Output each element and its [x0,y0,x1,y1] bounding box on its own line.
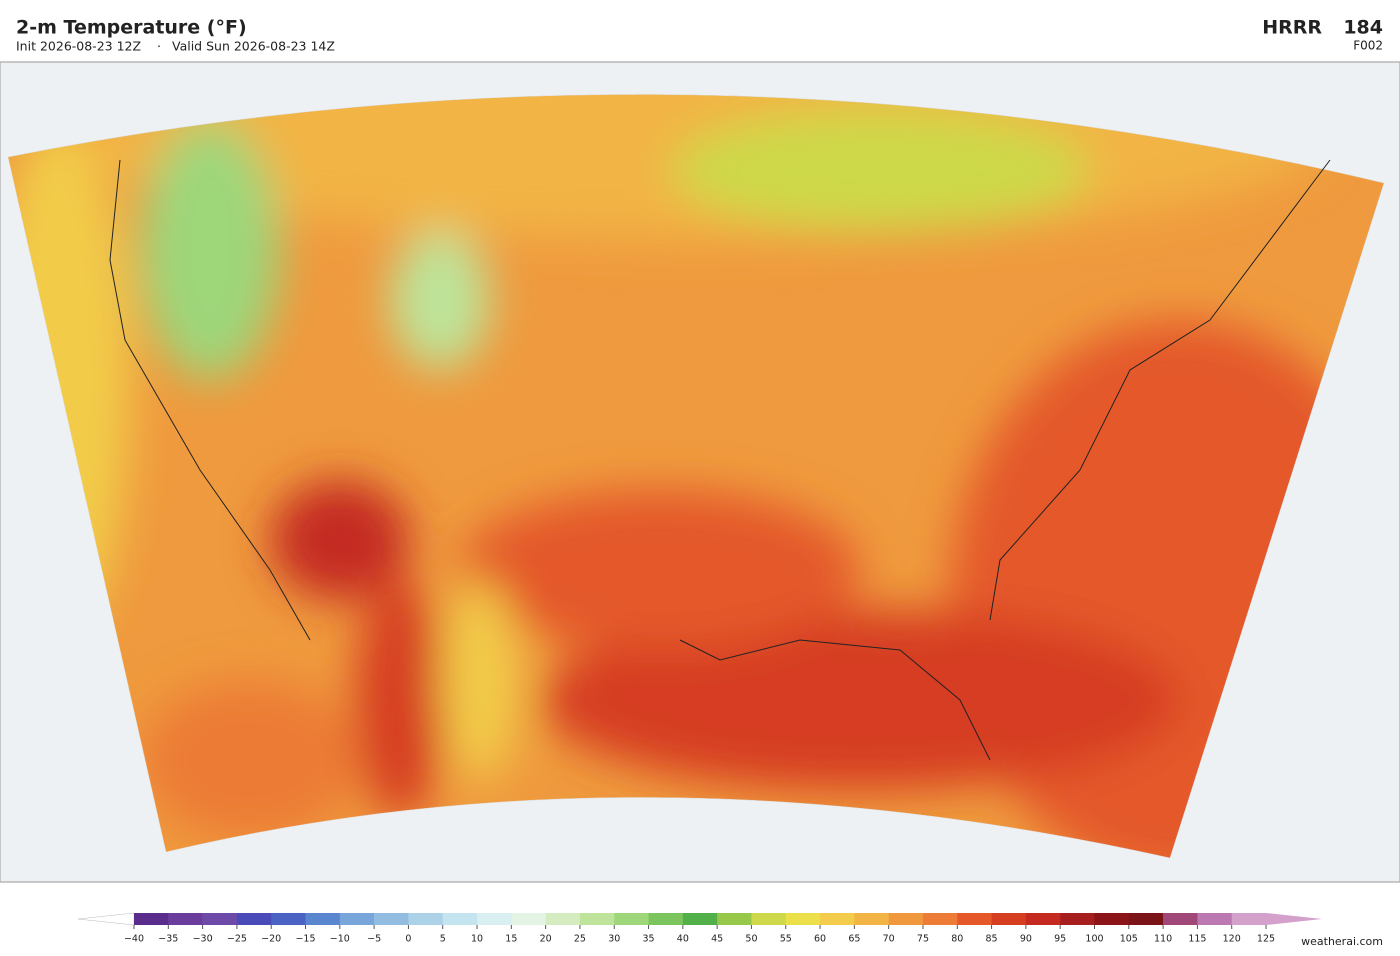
colorbar-bin [648,913,684,925]
tick-label: 120 [1223,934,1241,945]
colorbar-bin [1231,913,1267,925]
tick-label: 15 [505,934,517,945]
colorbar-bin [682,913,718,925]
colorbar-bin [820,913,855,925]
tick-label: −15 [295,934,315,945]
credit: weatherai.com [1301,935,1383,948]
colorbar-bin [408,913,444,925]
title: 2-m Temperature (°F) [16,17,247,39]
underflow [77,912,135,926]
tick-label: 30 [608,934,620,945]
colorbar-bin [374,913,409,925]
colorbar-bin [339,913,375,925]
colorbar-bin [168,913,203,925]
tick-label: 55 [780,934,792,945]
colorbar-bin [922,913,958,925]
tick-label: 60 [814,934,826,945]
colorbar-bin [545,913,581,925]
tick-label: 25 [574,934,586,945]
colorbar-bin [271,913,306,925]
colorbar-bin [991,913,1027,925]
colorbar-bin [888,913,924,925]
colorbar-bin [1025,913,1061,925]
tick-label: −10 [330,934,350,945]
colorbar-bin [1197,913,1232,925]
colorbar-bin [579,913,615,925]
colorbar-bin [1094,913,1130,925]
tick-label: 105 [1120,934,1138,945]
valid: Valid Sun 2026-08-23 14Z [172,39,335,54]
tick-label: 100 [1085,934,1103,945]
tick-label: −20 [261,934,281,945]
colorbar-bin [134,913,169,925]
init: Init 2026-08-23 12Z [16,39,141,54]
colorbar: −40 −35 −30 −25 −20 −15 −10 −5 0 5 10 15 20 25 30 35 40 4… [77,912,1322,945]
tick-label: 40 [677,934,689,945]
tick-label: 95 [1054,934,1066,945]
colorbar-bin [717,913,752,925]
colorbar-bin [751,913,787,925]
tick-label: −35 [158,934,178,945]
model: HRRR [1262,17,1322,39]
colorbar-bin [477,913,512,925]
colorbar-bin [1163,913,1198,925]
tick-label: 20 [540,934,552,945]
colorbar-bin [442,913,478,925]
separator: · [157,39,161,54]
colorbar-bin [854,913,889,925]
tick-label: −40 [124,934,144,945]
tick-label: 65 [848,934,860,945]
tick-label: 10 [471,934,483,945]
tick-label: 90 [1020,934,1032,945]
colorbar-bin [1060,913,1095,925]
tick-label: 70 [883,934,895,945]
map [0,61,1400,883]
tick-label: 85 [986,934,998,945]
tick-label: 75 [917,934,929,945]
tick-label: 35 [642,934,654,945]
tick-label: −5 [367,934,381,945]
overflow [1266,913,1322,925]
colorbar-bin [202,913,238,925]
tick-label: 125 [1257,934,1275,945]
tick-label: 45 [711,934,723,945]
forecast-hour: F002 [1353,39,1383,53]
colorbar-bin [1128,913,1164,925]
colorbar-bin [957,913,992,925]
colorbar-bin [785,913,821,925]
colorbar-bin [511,913,546,925]
run: 184 [1343,17,1383,39]
colorbar-bin [236,913,272,925]
tick-label: 110 [1154,934,1172,945]
tick-label: 5 [440,934,446,945]
tick-label: 0 [405,934,411,945]
tick-label: 50 [745,934,757,945]
tick-label: 115 [1188,934,1206,945]
colorbar-bin [614,913,649,925]
tick-label: −25 [227,934,247,945]
tick-label: −30 [193,934,213,945]
temperature-field [8,94,1384,859]
colorbar-bin [305,913,341,925]
tick-label: 80 [951,934,963,945]
